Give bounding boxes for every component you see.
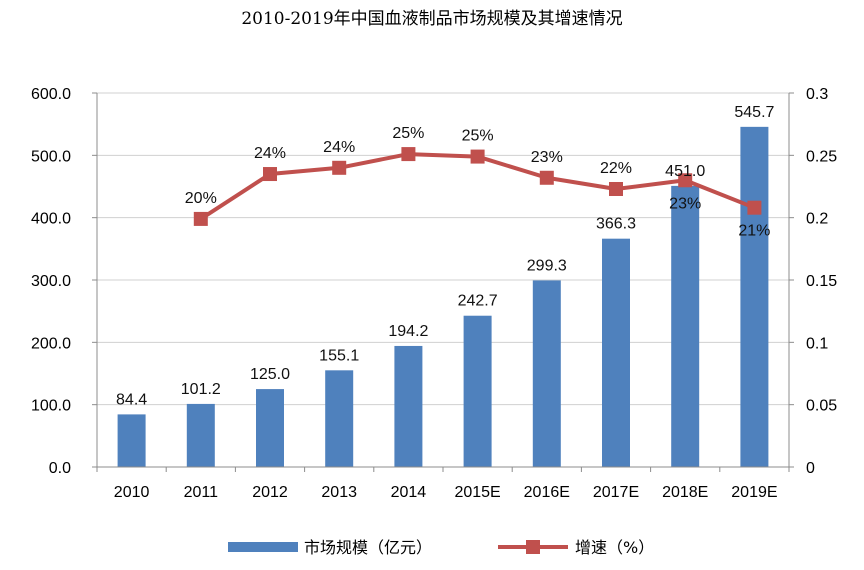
bar-value-label: 155.1: [319, 347, 359, 364]
growth-value-label: 20%: [185, 190, 217, 207]
x-tick-label: 2017E: [593, 484, 639, 501]
growth-value-label: 24%: [254, 145, 286, 162]
bar-value-label: 545.7: [734, 104, 774, 121]
y-left-tick-label: 300.0: [31, 273, 71, 290]
y-right-tick-label: 0.15: [806, 273, 837, 290]
x-tick-label: 2013: [321, 484, 357, 501]
bar: [256, 389, 284, 467]
growth-marker: [470, 149, 485, 164]
growth-marker: [193, 211, 208, 226]
growth-marker: [747, 200, 762, 215]
bar: [186, 403, 215, 467]
y-right-tick-label: 0.25: [806, 148, 837, 165]
x-tick-label: 2010: [114, 484, 150, 501]
y-left-tick-label: 600.0: [31, 86, 71, 103]
x-tick-label: 2015E: [454, 484, 500, 501]
x-tick-label: 2016E: [524, 484, 570, 501]
bar: [117, 414, 146, 467]
growth-value-label: 21%: [738, 223, 770, 240]
bar-value-label: 194.2: [388, 323, 428, 340]
growth-value-label: 22%: [600, 160, 632, 177]
y-right-tick-label: 0.3: [806, 86, 828, 103]
legend-label-market-size: 市场规模（亿元）: [304, 538, 432, 557]
chart-title: 2010-2019年中国血液制品市场规模及其增速情况: [241, 9, 623, 29]
y-right-tick-label: 0: [806, 460, 815, 477]
bar: [740, 126, 769, 468]
growth-value-label: 23%: [669, 195, 701, 212]
bar-value-label: 101.2: [181, 381, 221, 398]
bar-value-label: 125.0: [250, 366, 290, 383]
bar-value-label: 366.3: [596, 216, 636, 233]
growth-marker: [401, 147, 416, 162]
growth-marker: [332, 160, 347, 175]
bar-value-label: 242.7: [458, 293, 498, 310]
y-right-tick-label: 0.2: [806, 211, 828, 228]
bar: [671, 185, 700, 468]
bar: [532, 280, 561, 467]
growth-marker: [539, 170, 554, 185]
bar-value-label: 299.3: [527, 257, 567, 274]
legend-swatch-market-size: [228, 542, 298, 552]
y-left-tick-label: 0.0: [49, 460, 71, 477]
growth-value-label: 25%: [392, 125, 424, 142]
bar-value-label: 84.4: [116, 391, 147, 408]
x-tick-label: 2011: [184, 484, 219, 501]
bar: [325, 370, 354, 467]
y-left-tick-label: 200.0: [31, 335, 71, 352]
growth-marker: [263, 167, 277, 182]
growth-marker: [678, 173, 693, 188]
growth-value-label: 23%: [531, 149, 563, 166]
bar: [602, 238, 630, 467]
y-left-tick-label: 500.0: [31, 148, 71, 165]
growth-value-label: 24%: [323, 139, 355, 156]
growth-value-label: 25%: [462, 128, 494, 145]
y-left-tick-label: 400.0: [31, 211, 71, 228]
bar-value-label: 451.0: [665, 163, 705, 180]
bar: [394, 345, 423, 467]
growth-marker: [609, 181, 623, 196]
bar: [463, 315, 492, 467]
x-tick-label: 2012: [252, 484, 288, 501]
x-tick-label: 2014: [391, 484, 427, 501]
y-left-tick-label: 100.0: [31, 398, 71, 415]
legend-label-growth: 增速（%）: [575, 538, 654, 557]
legend-marker-growth: [526, 540, 540, 554]
y-right-tick-label: 0.05: [806, 398, 837, 415]
x-tick-label: 2019E: [731, 484, 777, 501]
x-tick-label: 2018E: [662, 484, 708, 501]
y-right-tick-label: 0.1: [806, 335, 828, 352]
